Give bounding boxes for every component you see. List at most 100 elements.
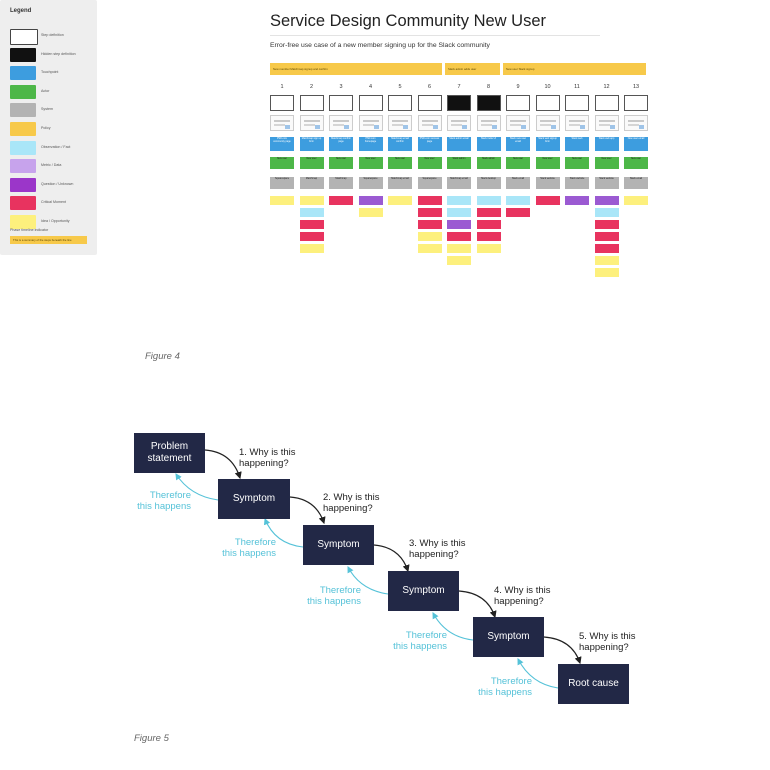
system-card: Slack desktop bbox=[476, 177, 501, 189]
touchpoint-card: PSD.com community page bbox=[270, 137, 294, 151]
actor-card: New user bbox=[417, 157, 442, 169]
map-title: Service Design Community New User bbox=[270, 12, 546, 30]
touchpoint-screenshot bbox=[594, 115, 619, 131]
sticky-note bbox=[388, 196, 412, 205]
legend-swatch bbox=[10, 215, 36, 229]
sticky-note bbox=[417, 220, 442, 229]
step-number: 12 bbox=[603, 84, 610, 90]
sticky-note bbox=[594, 220, 619, 229]
legend-swatch bbox=[10, 29, 38, 45]
sticky-note bbox=[476, 220, 501, 229]
sticky-note bbox=[476, 232, 501, 241]
therefore-label: Therefore this happens bbox=[393, 630, 447, 652]
step-definition-card bbox=[624, 95, 648, 111]
system-card: Squarespace bbox=[358, 177, 383, 189]
symptom-node: Symptom bbox=[303, 525, 374, 565]
step-definition-card bbox=[476, 95, 501, 111]
legend-swatch bbox=[10, 103, 36, 118]
step-number: 9 bbox=[516, 84, 520, 90]
symptom-node: Symptom bbox=[473, 617, 544, 657]
therefore-arrow bbox=[263, 517, 304, 548]
system-card: Matchmap email bbox=[447, 177, 471, 189]
step-number: 6 bbox=[427, 84, 432, 90]
sticky-note bbox=[329, 196, 353, 205]
system-card: Slack website bbox=[535, 177, 560, 189]
step-number: 1 bbox=[280, 84, 284, 90]
sticky-note bbox=[417, 208, 442, 217]
system-card: Matchmap email bbox=[388, 177, 412, 189]
system-card: Slack website bbox=[565, 177, 589, 189]
actor-card: New user bbox=[565, 157, 589, 169]
step-number: 3 bbox=[339, 84, 343, 90]
sticky-note bbox=[358, 196, 383, 205]
sticky-note bbox=[447, 256, 471, 265]
symptom-node: Symptom bbox=[218, 479, 290, 519]
touchpoint-card: Slack invite UI bbox=[476, 137, 501, 151]
therefore-arrow bbox=[175, 473, 219, 501]
touchpoint-screenshot bbox=[506, 115, 530, 131]
touchpoint-screenshot bbox=[535, 115, 560, 131]
touchpoint-card: Slack web signup form bbox=[535, 137, 560, 151]
system-card: Matchmap bbox=[329, 177, 353, 189]
why-label: 4. Why is this happening? bbox=[494, 585, 551, 607]
step-number: 13 bbox=[632, 84, 640, 90]
step-number: 2 bbox=[309, 84, 314, 90]
touchpoint-screenshot bbox=[329, 115, 353, 131]
why-label: 3. Why is this happening? bbox=[409, 538, 466, 560]
sticky-note bbox=[299, 208, 324, 217]
therefore-arrow bbox=[432, 612, 474, 641]
step-definition-card bbox=[594, 95, 619, 111]
legend-swatch bbox=[10, 66, 36, 81]
actor-card: New user bbox=[535, 157, 560, 169]
step-definition-card bbox=[358, 95, 383, 111]
sticky-note bbox=[358, 208, 383, 217]
legend-title: Legend bbox=[10, 8, 32, 14]
why-arrow bbox=[289, 496, 326, 525]
legend-swatch bbox=[10, 84, 36, 99]
therefore-label: Therefore this happens bbox=[222, 537, 276, 559]
sticky-note bbox=[299, 220, 324, 229]
touchpoint-screenshot bbox=[447, 115, 471, 131]
sticky-note bbox=[447, 196, 471, 205]
sticky-note bbox=[299, 232, 324, 241]
step-number: 11 bbox=[574, 84, 580, 90]
touchpoint-screenshot bbox=[565, 115, 589, 131]
step-definition-card bbox=[506, 95, 530, 111]
actor-card: Slack admin bbox=[447, 157, 471, 169]
sticky-note bbox=[476, 208, 501, 217]
sticky-note bbox=[594, 196, 619, 205]
step-definition-card bbox=[270, 95, 294, 111]
touchpoint-card: Slack admin email bbox=[447, 137, 471, 151]
sticky-note bbox=[594, 232, 619, 241]
why-label: 1. Why is this happening? bbox=[239, 447, 296, 469]
step-definition-card bbox=[565, 95, 589, 111]
legend-swatch bbox=[10, 47, 36, 62]
sticky-note bbox=[476, 196, 501, 205]
legend-swatch bbox=[10, 159, 36, 174]
therefore-label: Therefore this happens bbox=[307, 585, 361, 607]
sticky-note bbox=[299, 244, 324, 253]
legend-label: Critical Moment bbox=[41, 200, 66, 205]
why-arrow bbox=[543, 636, 582, 665]
sticky-note bbox=[447, 208, 471, 217]
touchpoint-card: PSD.com success page bbox=[417, 137, 442, 151]
touchpoint-screenshot bbox=[388, 115, 412, 131]
why-arrow bbox=[204, 449, 242, 480]
sticky-note bbox=[594, 244, 619, 253]
actor-card: New user bbox=[388, 157, 412, 169]
step-number: 8 bbox=[486, 84, 491, 90]
idea-sticky bbox=[270, 196, 294, 205]
legend-label: Touchpoint bbox=[41, 70, 59, 75]
actor-card: New user bbox=[594, 157, 619, 169]
touchpoint-screenshot bbox=[358, 115, 383, 131]
step-number: 5 bbox=[398, 84, 402, 90]
touchpoint-card: Slack web app bbox=[594, 137, 619, 151]
symptom-node: Symptom bbox=[388, 571, 459, 611]
therefore-arrow bbox=[347, 566, 389, 595]
touchpoint-screenshot bbox=[299, 115, 324, 131]
title-divider bbox=[270, 35, 600, 36]
therefore-arrow bbox=[517, 658, 559, 689]
phase-indicator-bar: This is a summary of the steps beneath t… bbox=[10, 236, 87, 244]
problem-statement-node: Problem statement bbox=[134, 433, 205, 473]
system-card: Slack website bbox=[594, 177, 619, 189]
